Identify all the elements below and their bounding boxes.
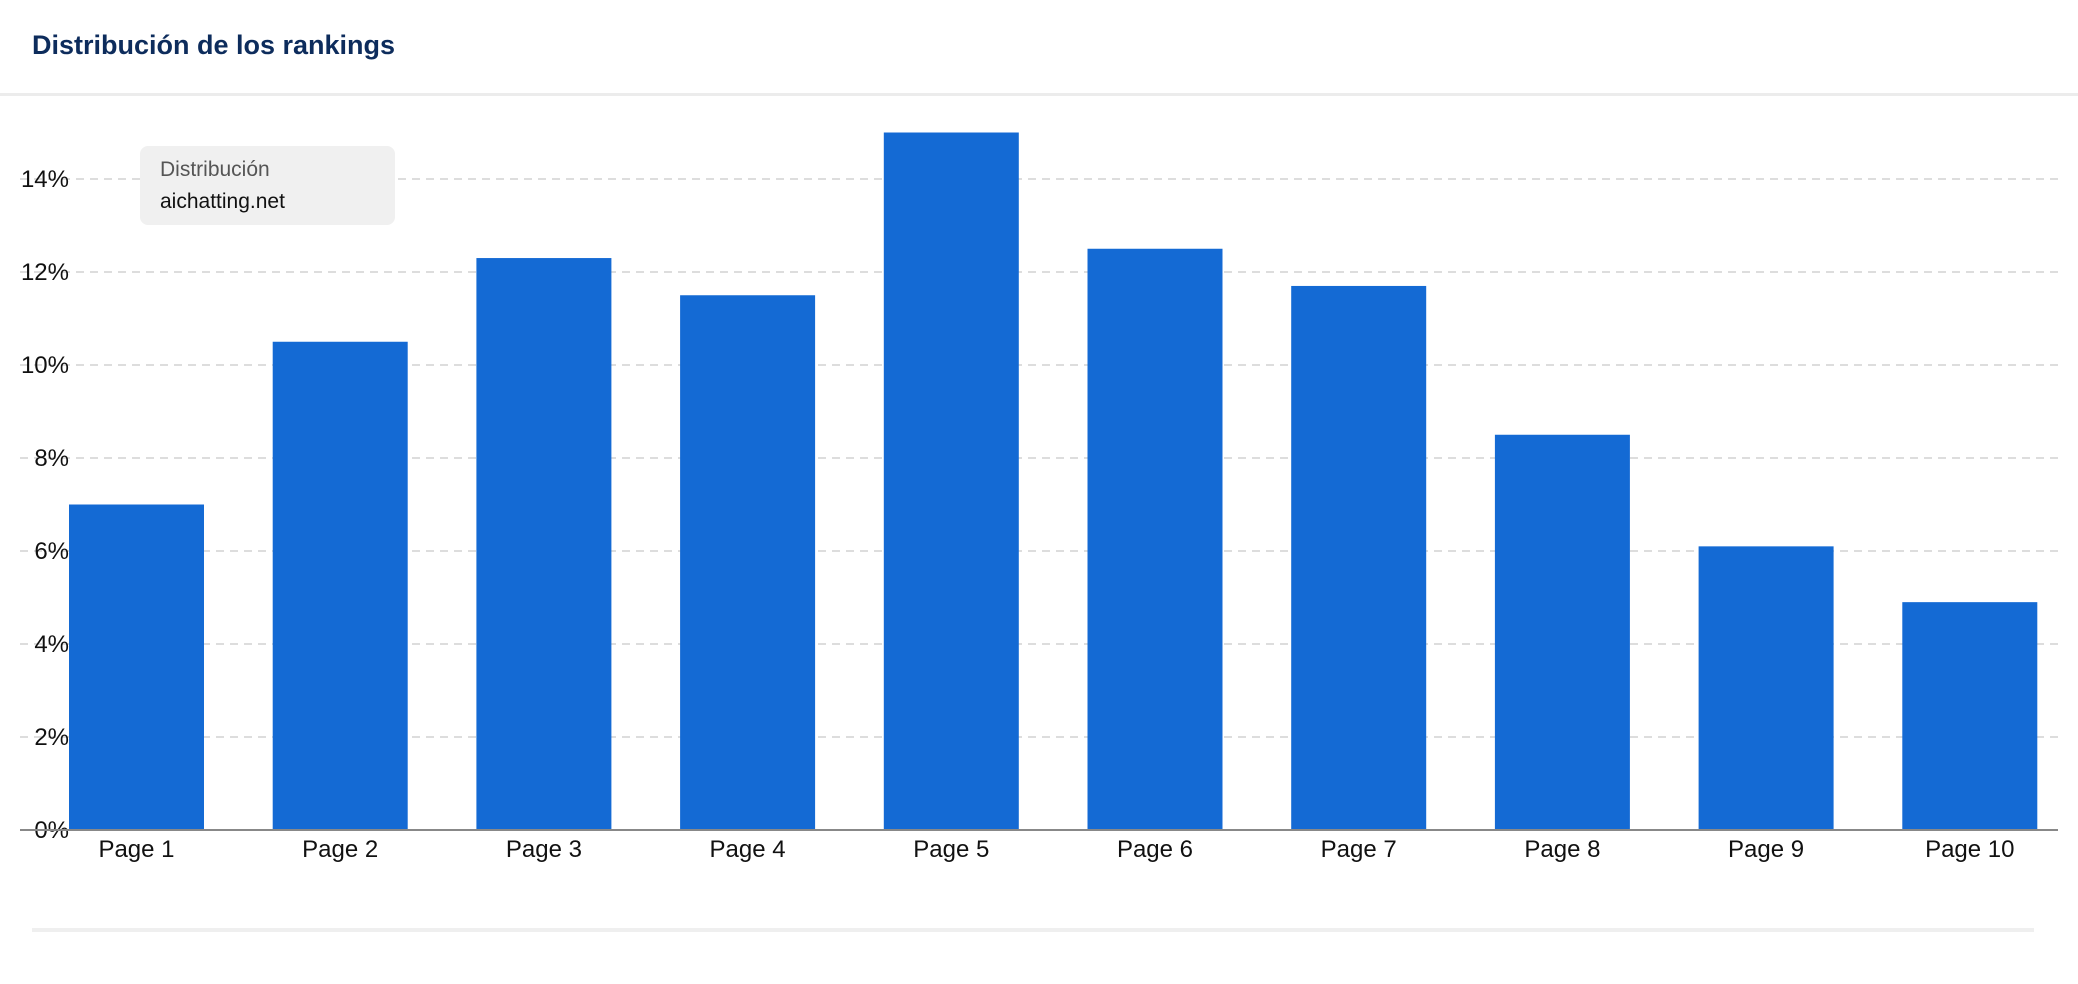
- x-tick-label: Page 10: [1925, 836, 2014, 863]
- x-tick-label: Page 4: [710, 836, 786, 863]
- x-tick-label: Page 9: [1728, 836, 1804, 863]
- x-tick-label: Page 2: [302, 836, 378, 863]
- tooltip-label: Distribución: [160, 158, 270, 181]
- bar-page-4: [680, 295, 816, 830]
- y-tick-label: 2%: [34, 724, 69, 751]
- bar-page-9: [1698, 546, 1834, 830]
- y-tick-label: 12%: [21, 259, 69, 286]
- card-header: Distribución de los rankings: [0, 0, 2078, 96]
- bar-page-6: [1087, 248, 1223, 830]
- y-tick-label: 10%: [21, 352, 69, 379]
- footer-divider: [32, 928, 2034, 932]
- x-tick-label: Page 8: [1524, 836, 1600, 863]
- x-tick-label: Page 5: [913, 836, 989, 863]
- bar-page-3: [476, 258, 612, 830]
- bar-page-5: [883, 132, 1019, 830]
- chart-tooltip: Distribución aichatting.net: [140, 146, 395, 225]
- bar-page-8: [1494, 434, 1630, 830]
- bar-page-10: [1902, 602, 2038, 830]
- card-title: Distribución de los rankings: [32, 30, 396, 60]
- y-tick-label: 14%: [21, 166, 69, 193]
- x-tick-label: Page 1: [98, 836, 174, 863]
- bar-page-2: [272, 341, 408, 830]
- x-tick-label: Page 7: [1321, 836, 1397, 863]
- y-tick-label: 4%: [34, 631, 69, 658]
- x-tick-label: Page 6: [1117, 836, 1193, 863]
- x-tick-label: Page 3: [506, 836, 582, 863]
- bar-page-7: [1291, 285, 1427, 830]
- y-tick-label: 8%: [34, 445, 69, 472]
- tooltip-value: aichatting.net: [160, 190, 285, 213]
- y-tick-label: 6%: [34, 538, 69, 565]
- bar-page-1: [69, 504, 204, 830]
